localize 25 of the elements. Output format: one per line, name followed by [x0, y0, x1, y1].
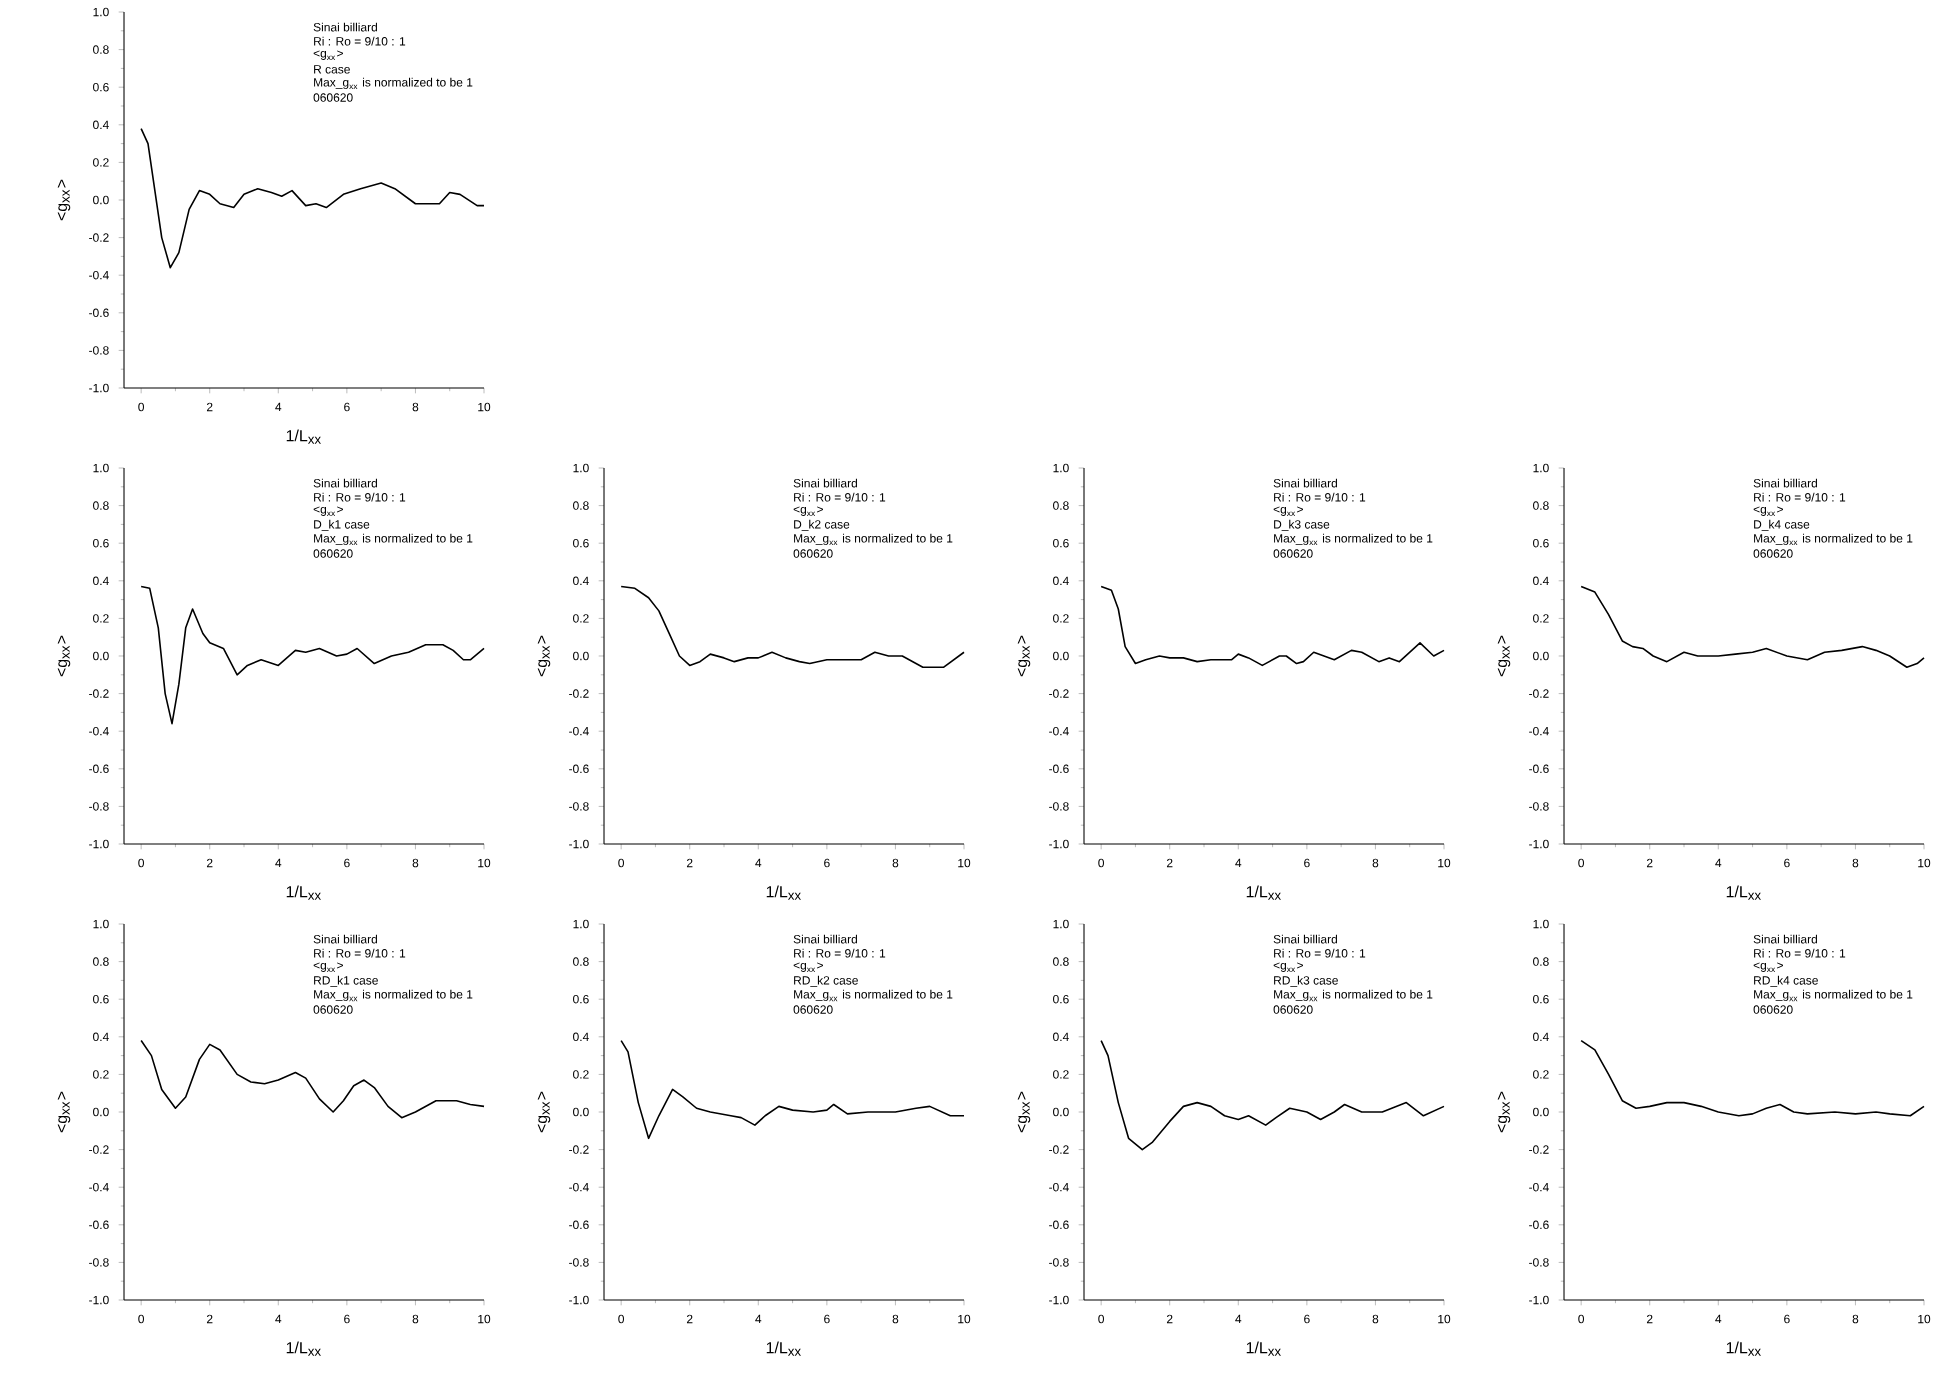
line-series [1580, 585, 1925, 669]
y-axis-title: <g$_{xx}$> [57, 179, 71, 221]
x-axis-title: 1/L$_{xx}$ [286, 1341, 321, 1356]
x-axis-title: 1/L$_{xx}$ [1246, 1341, 1281, 1356]
line-series [140, 585, 485, 725]
line-series [1100, 585, 1445, 667]
y-axis-title: <g$_{xx}$> [1017, 1091, 1031, 1133]
line-series [140, 1039, 485, 1119]
y-axis-title: <g$_{xx}$> [1017, 635, 1031, 677]
y-axis-title: <g$_{xx}$> [1497, 635, 1511, 677]
line-series [1100, 1039, 1445, 1151]
x-axis-title: 1/L$_{xx}$ [766, 885, 801, 900]
y-axis-title: <g$_{xx}$> [537, 1091, 551, 1133]
x-axis-title: 1/L$_{xx}$ [286, 885, 321, 900]
y-axis-title: <g$_{xx}$> [57, 635, 71, 677]
line-series [620, 1039, 965, 1140]
y-axis-title: <g$_{xx}$> [1497, 1091, 1511, 1133]
y-axis-title: <g$_{xx}$> [57, 1091, 71, 1133]
x-axis-title: 1/L$_{xx}$ [1726, 1341, 1761, 1356]
line-series [1580, 1039, 1925, 1117]
y-axis-title: <g$_{xx}$> [537, 635, 551, 677]
x-axis-title: 1/L$_{xx}$ [1246, 885, 1281, 900]
x-axis-title: 1/L$_{xx}$ [766, 1341, 801, 1356]
x-axis-title: 1/L$_{xx}$ [1726, 885, 1761, 900]
x-axis-title: 1/L$_{xx}$ [286, 429, 321, 444]
